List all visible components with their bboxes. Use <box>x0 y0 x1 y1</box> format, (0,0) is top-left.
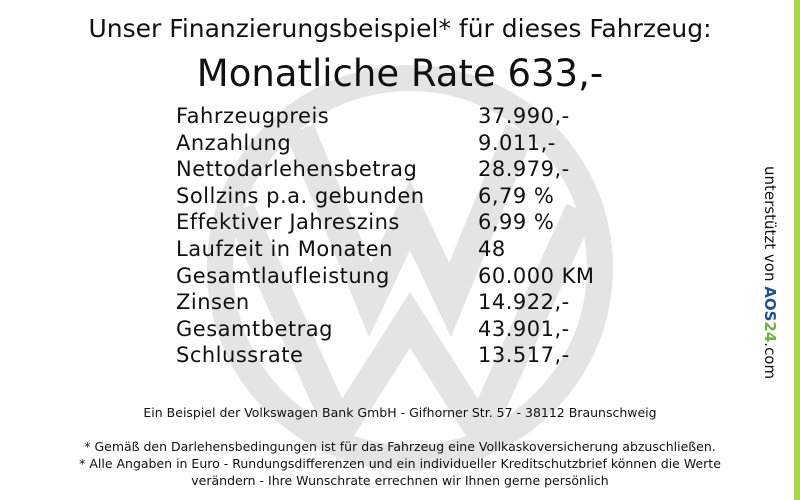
row-label: Fahrzeugpreis <box>176 104 330 128</box>
side-prefix: unterstützt von <box>761 166 779 282</box>
row-value: 37.990,- <box>478 104 570 128</box>
row-value: 13.517,- <box>478 343 570 368</box>
title: Unser Finanzierungsbeispiel* für dieses … <box>88 14 712 43</box>
row-value: 6,99 % <box>478 210 555 235</box>
row-label: Schlussrate <box>176 343 304 368</box>
footnote: * Gemäß den Darlehensbedingungen ist für… <box>84 439 716 454</box>
row-value: 6,79 % <box>478 183 555 208</box>
row-label: Gesamtbetrag <box>176 316 334 341</box>
bank-note: Ein Beispiel der Volkswagen Bank GmbH - … <box>143 405 657 420</box>
side-credit: unterstützt von AOS24.com <box>761 166 779 379</box>
footnote: * Alle Angaben in Euro - Rundungsdiffere… <box>79 456 721 471</box>
side-brand: AOS <box>761 286 779 322</box>
rate: Monatliche Rate 633,- <box>196 52 604 95</box>
row-label: Sollzins p.a. gebunden <box>176 183 425 208</box>
side-brand-number: 24 <box>761 321 779 343</box>
row-value: 43.901,- <box>478 316 570 341</box>
row-value: 9.011,- <box>478 130 556 155</box>
row-label: Nettodarlehensbetrag <box>176 157 418 182</box>
row-label: Laufzeit in Monaten <box>176 237 393 261</box>
row-value: 60.000 KM <box>478 263 595 288</box>
side-suffix: .com <box>761 342 779 380</box>
row-label: Anzahlung <box>176 130 292 155</box>
footnote: verändern - Ihre Wunschrate errechnen wi… <box>191 473 609 488</box>
row-label: Gesamtlaufleistung <box>176 263 390 288</box>
row-label: Zinsen <box>176 290 250 315</box>
row-value: 14.922,- <box>478 290 570 315</box>
row-value: 48 <box>478 237 506 261</box>
row-value: 28.979,- <box>478 157 570 182</box>
row-label: Effektiver Jahreszins <box>176 210 400 235</box>
